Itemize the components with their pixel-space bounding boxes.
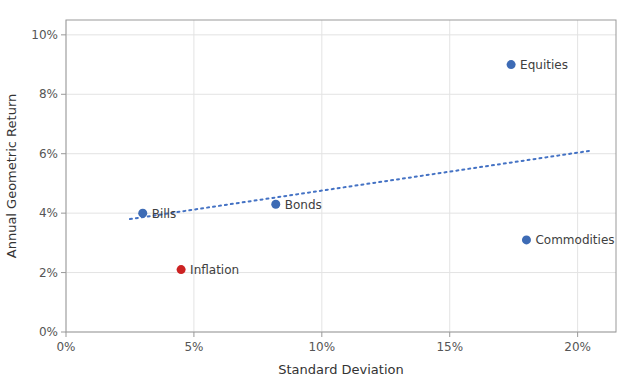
chart: 0% 5% 10% 15% 20% 0% 2% 4% 6% 8% 10% Standard Devia… bbox=[0, 0, 640, 386]
x-tick bbox=[321, 332, 322, 337]
grid-line-y bbox=[66, 272, 616, 273]
point-labels: Bills Bonds Equities Commodities Inflation bbox=[152, 58, 615, 277]
y-tick-label: 10% bbox=[31, 28, 58, 42]
grid-line-x bbox=[193, 20, 194, 332]
grid-line-y bbox=[66, 94, 616, 95]
point-label: Inflation bbox=[190, 263, 239, 277]
marks bbox=[130, 60, 590, 274]
grid bbox=[66, 20, 616, 332]
point bbox=[138, 209, 147, 218]
y-tick-label: 8% bbox=[39, 87, 58, 101]
point bbox=[271, 200, 280, 209]
point-label: Bills bbox=[152, 207, 177, 221]
y-tick-label: 4% bbox=[39, 206, 58, 220]
y-tick bbox=[61, 34, 66, 35]
grid-line-x bbox=[321, 20, 322, 332]
y-axis-label: Annual Geometric Return bbox=[4, 94, 19, 258]
plot-frame bbox=[66, 20, 616, 332]
x-tick-label: 20% bbox=[564, 340, 591, 354]
point-label: Bonds bbox=[285, 198, 322, 212]
x-tick-label: 5% bbox=[184, 340, 203, 354]
y-tick bbox=[61, 332, 66, 333]
x-tick bbox=[193, 332, 194, 337]
grid-line-y bbox=[66, 34, 616, 35]
point-label: Commodities bbox=[535, 233, 614, 247]
y-tick-label: 6% bbox=[39, 147, 58, 161]
x-tick-label: 0% bbox=[56, 340, 75, 354]
y-tick bbox=[61, 94, 66, 95]
grid-line-y bbox=[66, 153, 616, 154]
point bbox=[522, 235, 531, 244]
x-tick-label: 15% bbox=[436, 340, 463, 354]
y-tick-label: 2% bbox=[39, 266, 58, 280]
x-tick-label: 10% bbox=[308, 340, 335, 354]
y-tick bbox=[61, 213, 66, 214]
y-tick bbox=[61, 153, 66, 154]
axes: 0% 5% 10% 15% 20% 0% 2% 4% 6% 8% 10% bbox=[31, 28, 591, 354]
y-tick bbox=[61, 272, 66, 273]
point bbox=[177, 265, 186, 274]
x-tick bbox=[577, 332, 578, 337]
grid-line-x bbox=[449, 20, 450, 332]
point-label: Equities bbox=[520, 58, 568, 72]
x-tick bbox=[66, 332, 67, 337]
grid-line-x bbox=[577, 20, 578, 332]
x-axis-label: Standard Deviation bbox=[278, 362, 403, 377]
y-tick-label: 0% bbox=[39, 325, 58, 339]
grid-line-y bbox=[66, 213, 616, 214]
x-tick bbox=[449, 332, 450, 337]
point bbox=[507, 60, 516, 69]
trend-line bbox=[130, 151, 590, 219]
